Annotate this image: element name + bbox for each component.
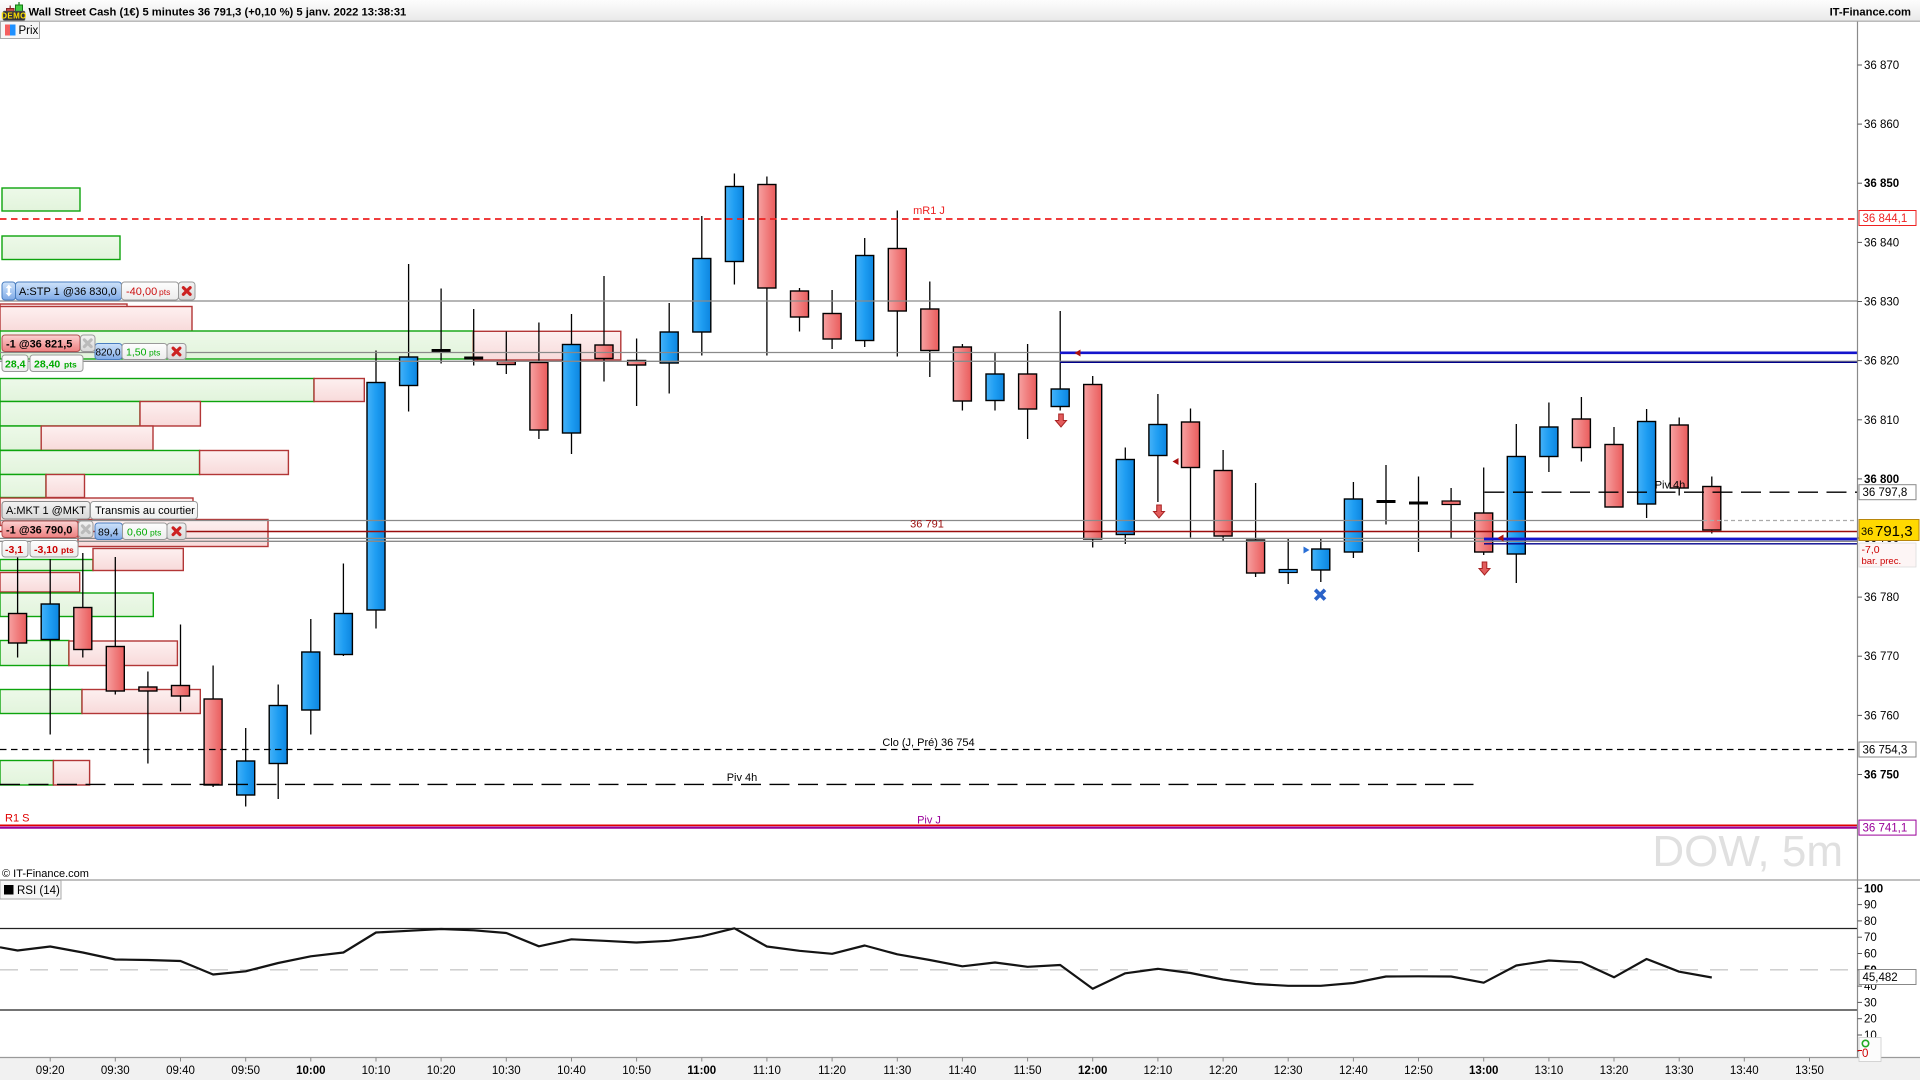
svg-text:Prix: Prix [19, 25, 39, 37]
svg-text:820,0: 820,0 [96, 348, 121, 359]
svg-text:36 800: 36 800 [1864, 474, 1899, 486]
svg-text:791,3: 791,3 [1875, 523, 1913, 540]
svg-text:11:20: 11:20 [818, 1065, 846, 1077]
svg-text:IT-Finance.com: IT-Finance.com [1830, 7, 1911, 19]
svg-text:-3,10: -3,10 [34, 544, 58, 556]
svg-text:36 750: 36 750 [1864, 770, 1899, 782]
svg-text:90: 90 [1864, 900, 1877, 912]
svg-text:pts: pts [150, 528, 161, 538]
svg-text:11:40: 11:40 [948, 1065, 976, 1077]
svg-text:36 760: 36 760 [1864, 710, 1899, 722]
svg-text:36 797,8: 36 797,8 [1863, 487, 1908, 499]
svg-text:45,482: 45,482 [1863, 972, 1898, 984]
svg-text:10:30: 10:30 [492, 1065, 521, 1077]
svg-text:13:20: 13:20 [1600, 1065, 1629, 1077]
svg-text:-1 @36 821,5: -1 @36 821,5 [6, 339, 72, 351]
svg-text:bar. prec.: bar. prec. [1862, 556, 1902, 567]
svg-text:12:40: 12:40 [1339, 1065, 1368, 1077]
svg-text:RSI (14): RSI (14) [17, 885, 60, 897]
svg-text:-1 @36 790,0: -1 @36 790,0 [6, 525, 72, 537]
svg-text:36 820: 36 820 [1864, 356, 1899, 368]
svg-text:09:30: 09:30 [101, 1065, 130, 1077]
svg-text:R1 S: R1 S [5, 813, 29, 825]
svg-text:36 741,1: 36 741,1 [1863, 823, 1908, 835]
svg-text:DOW, 5m: DOW, 5m [1652, 827, 1843, 876]
svg-text:A:MKT 1 @MKT: A:MKT 1 @MKT [6, 505, 86, 517]
svg-text:Piv 4h: Piv 4h [727, 772, 758, 784]
svg-text:Wall Street Cash (1€) 5 minute: Wall Street Cash (1€) 5 minutes 36 791,3… [29, 7, 407, 19]
svg-text:36 830: 36 830 [1864, 297, 1899, 309]
svg-text:10:50: 10:50 [622, 1065, 651, 1077]
svg-text:80: 80 [1864, 916, 1877, 928]
svg-text:28,4: 28,4 [5, 359, 26, 371]
svg-text:36 810: 36 810 [1864, 415, 1899, 427]
svg-text:A:STP 1 @36 830,0: A:STP 1 @36 830,0 [19, 286, 117, 298]
svg-text:Piv 4h: Piv 4h [1655, 480, 1686, 492]
svg-text:-40,00: -40,00 [126, 286, 157, 298]
svg-text:Transmis au courtier: Transmis au courtier [95, 505, 195, 517]
svg-text:12:10: 12:10 [1144, 1065, 1173, 1077]
svg-text:36 844,1: 36 844,1 [1863, 213, 1908, 225]
svg-text:12:00: 12:00 [1078, 1065, 1107, 1077]
svg-text:13:40: 13:40 [1730, 1065, 1759, 1077]
svg-text:13:30: 13:30 [1665, 1065, 1694, 1077]
svg-text:13:50: 13:50 [1795, 1065, 1824, 1077]
svg-text:09:50: 09:50 [231, 1065, 260, 1077]
svg-text:12:30: 12:30 [1274, 1065, 1303, 1077]
svg-text:mR1 J: mR1 J [913, 205, 945, 217]
svg-text:70: 70 [1864, 932, 1877, 944]
svg-text:36 840: 36 840 [1864, 237, 1899, 249]
svg-text:pts: pts [149, 348, 160, 358]
svg-text:12:50: 12:50 [1404, 1065, 1433, 1077]
svg-text:Piv J: Piv J [917, 815, 941, 827]
svg-text:89,4: 89,4 [98, 527, 119, 539]
svg-text:36 770: 36 770 [1864, 651, 1899, 663]
svg-text:10:10: 10:10 [362, 1065, 391, 1077]
svg-text:60: 60 [1864, 949, 1877, 961]
svg-text:36 850: 36 850 [1864, 178, 1899, 190]
svg-text:36 870: 36 870 [1864, 60, 1899, 72]
svg-text:11:00: 11:00 [687, 1065, 716, 1077]
svg-text:100: 100 [1864, 883, 1883, 895]
svg-text:11:50: 11:50 [1014, 1065, 1042, 1077]
svg-text:36 754,3: 36 754,3 [1863, 745, 1908, 757]
svg-text:-3,1: -3,1 [5, 544, 23, 556]
svg-text:Clo (J, Pré) 36 754: Clo (J, Pré) 36 754 [882, 737, 974, 749]
svg-text:0: 0 [1862, 1048, 1868, 1060]
svg-text:20: 20 [1864, 1014, 1877, 1026]
svg-text:09:20: 09:20 [36, 1065, 65, 1077]
svg-text:DEMO: DEMO [1, 12, 27, 21]
svg-text:11:10: 11:10 [753, 1065, 781, 1077]
svg-text:-7,0: -7,0 [1862, 544, 1880, 556]
svg-text:pts: pts [61, 545, 74, 555]
svg-text:1,50: 1,50 [126, 347, 147, 359]
svg-text:© IT-Finance.com: © IT-Finance.com [2, 868, 89, 880]
svg-text:36 791: 36 791 [910, 519, 944, 531]
svg-text:13:00: 13:00 [1469, 1065, 1498, 1077]
svg-text:10:00: 10:00 [296, 1065, 325, 1077]
svg-text:10:20: 10:20 [427, 1065, 456, 1077]
svg-text:09:40: 09:40 [166, 1065, 195, 1077]
svg-text:pts: pts [64, 360, 77, 370]
svg-text:28,40: 28,40 [34, 359, 60, 371]
svg-text:13:10: 13:10 [1535, 1065, 1564, 1077]
svg-text:30: 30 [1864, 997, 1877, 1009]
svg-text:0,60: 0,60 [127, 527, 148, 539]
svg-text:10:40: 10:40 [557, 1065, 586, 1077]
svg-text:36: 36 [1861, 526, 1873, 538]
svg-text:36 780: 36 780 [1864, 592, 1899, 604]
svg-text:12:20: 12:20 [1209, 1065, 1238, 1077]
svg-text:36 860: 36 860 [1864, 119, 1899, 131]
svg-text:pts: pts [159, 287, 170, 297]
svg-text:11:30: 11:30 [883, 1065, 911, 1077]
